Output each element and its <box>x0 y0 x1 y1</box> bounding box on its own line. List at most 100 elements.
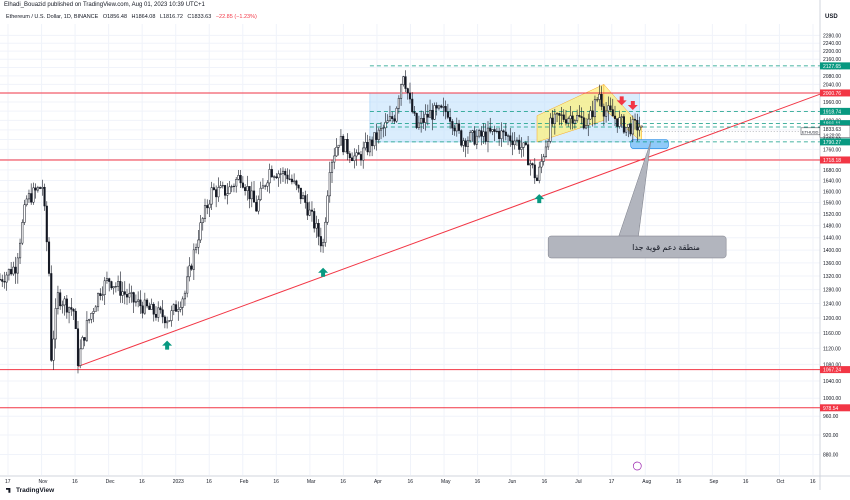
candle-body <box>509 135 512 142</box>
candle-body <box>417 122 420 128</box>
candle-body <box>27 193 31 200</box>
candle-body <box>366 141 369 153</box>
candle-body <box>480 130 483 137</box>
candle-body <box>611 109 614 117</box>
horizontal-level-label: 1718.18 <box>823 158 841 164</box>
candle-body <box>152 303 155 315</box>
candle-body <box>1 279 4 282</box>
candle-body <box>250 190 253 200</box>
trendline <box>77 93 821 367</box>
horizontal-level-tag <box>820 156 850 164</box>
candle-body <box>170 310 173 321</box>
candle-body <box>429 109 432 118</box>
x-tick-label: Nov <box>39 479 48 485</box>
candle-body <box>584 125 588 129</box>
y-tick-label: 2160.00 <box>823 57 841 63</box>
x-tick-label: Feb <box>240 479 249 485</box>
candle-body <box>74 310 77 329</box>
candle-body <box>462 140 465 146</box>
candle-body <box>259 187 262 200</box>
annotation-callout: منطقة دعم قوية جدا <box>547 141 727 259</box>
candle-body <box>631 119 634 135</box>
candle-body <box>146 299 149 307</box>
candle-body <box>261 185 264 189</box>
y-tick-label: 1120.00 <box>823 346 841 352</box>
candle-body <box>453 127 456 132</box>
candle-body <box>500 130 503 139</box>
y-tick-label: 1080.00 <box>823 362 841 368</box>
horizontal-level-label: 1067.24 <box>823 368 841 374</box>
candle-body <box>319 236 322 247</box>
y-tick-label: 1760.00 <box>823 147 841 153</box>
candle-body <box>72 309 75 312</box>
candle-body <box>324 221 327 243</box>
candle-body <box>125 294 129 298</box>
candle-body <box>395 107 398 122</box>
arrow-up-icon <box>534 194 545 204</box>
x-tick-label: 16 <box>273 479 279 485</box>
candle-body <box>607 105 610 112</box>
candle-body <box>426 113 429 118</box>
y-tick-label: 1360.00 <box>823 261 841 267</box>
candle-body <box>246 186 249 191</box>
candle-body <box>634 119 637 121</box>
candle-body <box>270 169 273 178</box>
candle-body <box>112 286 115 289</box>
candle-body <box>45 205 48 243</box>
x-tick-label: 16 <box>72 479 78 485</box>
candle-body <box>295 180 298 186</box>
candle-body <box>553 113 556 124</box>
y-tick-label: 880.00 <box>823 453 839 459</box>
x-tick-label: 16 <box>810 479 816 485</box>
candle-body <box>61 304 64 307</box>
candle-body <box>199 222 202 241</box>
candle-body <box>535 177 539 181</box>
candle-body <box>181 298 184 308</box>
horizontal-level-tag <box>820 89 850 97</box>
candle-body <box>5 274 8 283</box>
candle-body <box>34 187 37 191</box>
candle-body <box>23 204 26 223</box>
candle-body <box>268 169 271 184</box>
ohlc-open: O1856.48 <box>102 14 128 20</box>
candle-body <box>547 141 550 148</box>
candle-body <box>364 141 367 149</box>
candle-body <box>397 98 400 109</box>
candle-body <box>344 139 347 153</box>
candle-body <box>495 130 498 132</box>
candle-body <box>502 130 505 133</box>
candle-body <box>591 110 594 118</box>
candle-body <box>56 292 59 309</box>
candle-body <box>192 249 195 270</box>
candle-body <box>14 266 17 274</box>
candle-body <box>32 187 35 203</box>
y-tick-label: 1320.00 <box>823 274 841 280</box>
candle-body <box>130 292 133 294</box>
tradingview-logo-icon[interactable]: TradingView <box>6 487 54 494</box>
candle-body <box>442 106 445 108</box>
candle-body <box>65 298 68 313</box>
dashed-level-label: 1790.27 <box>823 140 841 146</box>
symbol-title[interactable]: Ethereum / U.S. Dollar, 1D, BINANCE <box>6 14 99 20</box>
arrow-up-icon <box>318 267 329 277</box>
candle-body <box>515 139 519 142</box>
candle-body <box>79 348 82 366</box>
candle-body <box>154 313 158 318</box>
candle-body <box>63 298 66 306</box>
candle-body <box>157 307 160 318</box>
candle-body <box>386 120 389 123</box>
candle-body <box>529 163 532 166</box>
y-tick-label: 1640.00 <box>823 178 841 184</box>
candle-body <box>391 116 394 120</box>
candle-body <box>41 186 44 189</box>
dashed-level-tag <box>820 107 850 115</box>
candle-body <box>304 195 307 203</box>
candle-body <box>493 129 496 132</box>
candle-body <box>252 190 256 203</box>
candle-body <box>567 118 570 124</box>
candle-body <box>230 186 233 188</box>
candle-body <box>306 202 309 216</box>
candle-body <box>368 139 371 153</box>
horizontal-level-label: 2000.76 <box>823 91 841 97</box>
